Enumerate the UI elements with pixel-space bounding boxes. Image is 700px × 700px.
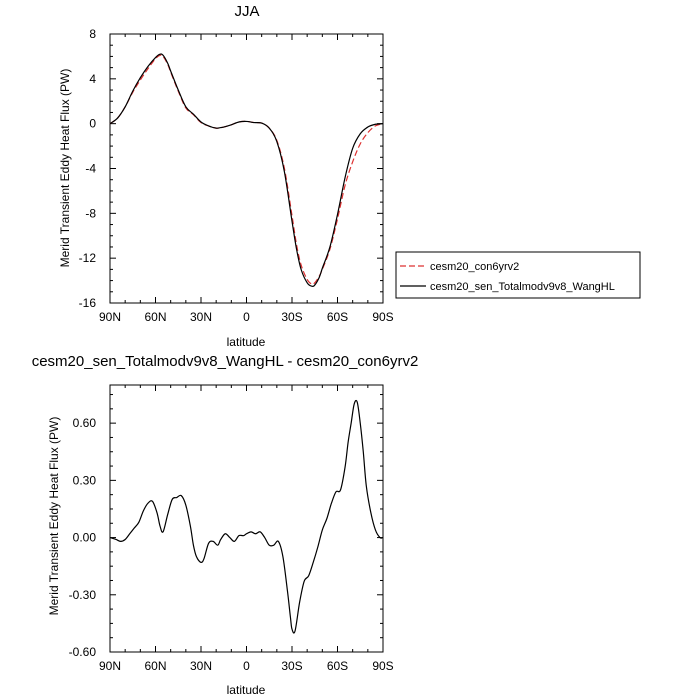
bottom-y-tick-label: 0.00	[73, 531, 97, 545]
top-panel: JJA 90N 60N 30N 0 30S 60S 90S -16 -12 -8 -4 0 4 8 lat…	[58, 3, 641, 349]
top-x-axis-label: latitude	[227, 335, 266, 349]
bottom-x-tick-label: 60S	[327, 659, 348, 673]
bottom-x-tick-label: 90S	[372, 659, 393, 673]
legend-label-series-1: cesm20_con6yrv2	[430, 261, 519, 273]
bottom-x-tick-label: 90N	[99, 659, 121, 673]
bottom-plot-frame	[109, 384, 384, 653]
top-series-line-1	[109, 54, 384, 285]
bottom-y-tick-label: -0.60	[69, 645, 97, 659]
top-y-tick-label: 8	[89, 27, 96, 41]
legend-label-series-2: cesm20_sen_Totalmodv9v8_WangHL	[430, 281, 615, 293]
top-x-tick-label: 30S	[281, 310, 302, 324]
top-y-axis-label: Merid Transient Eddy Heat Flux (PW)	[58, 69, 72, 268]
top-plot-frame	[109, 33, 384, 304]
bottom-panel: cesm20_sen_Totalmodv9v8_WangHL - cesm20_…	[32, 353, 419, 697]
bottom-y-tick-label: 0.30	[73, 473, 97, 487]
bottom-x-tick-label: 30S	[281, 659, 302, 673]
bottom-x-tick-label: 0	[243, 659, 250, 673]
bottom-x-axis-label: latitude	[227, 683, 266, 697]
top-x-tick-label: 90N	[99, 310, 121, 324]
top-x-tick-label: 60N	[144, 310, 166, 324]
bottom-x-tick-label: 30N	[190, 659, 212, 673]
top-y-tick-label: -4	[85, 162, 96, 176]
top-y-tick-label: -8	[85, 206, 96, 220]
bottom-y-tick-label: -0.30	[69, 588, 97, 602]
bottom-series-line-1	[109, 399, 384, 634]
top-x-tick-label: 0	[243, 310, 250, 324]
top-y-tick-label: 0	[89, 117, 96, 131]
top-chart-title: JJA	[234, 3, 259, 20]
bottom-x-tick-label: 60N	[144, 659, 166, 673]
top-plot-area: 90N 60N 30N 0 30S 60S 90S -16 -12 -8 -4 0 4 8	[79, 27, 394, 324]
legend: cesm20_con6yrv2 cesm20_sen_Totalmodv9v8_…	[395, 251, 641, 299]
top-y-tick-label: 4	[89, 72, 96, 86]
bottom-chart-title: cesm20_sen_Totalmodv9v8_WangHL - cesm20_…	[32, 353, 419, 370]
bottom-y-tick-label: 0.60	[73, 416, 97, 430]
bottom-plot-area: 90N 60N 30N 0 30S 60S 90S -0.60 -0.30 0.00 0.30 0.6…	[69, 384, 394, 673]
top-y-tick-label: -12	[79, 251, 97, 265]
bottom-y-axis-label: Merid Transient Eddy Heat Flux (PW)	[47, 417, 61, 616]
top-series-line-2	[109, 53, 384, 287]
top-x-tick-label: 60S	[327, 310, 348, 324]
legend-box	[395, 251, 641, 299]
top-x-tick-label: 90S	[372, 310, 393, 324]
top-x-tick-label: 30N	[190, 310, 212, 324]
top-y-tick-label: -16	[79, 296, 97, 310]
